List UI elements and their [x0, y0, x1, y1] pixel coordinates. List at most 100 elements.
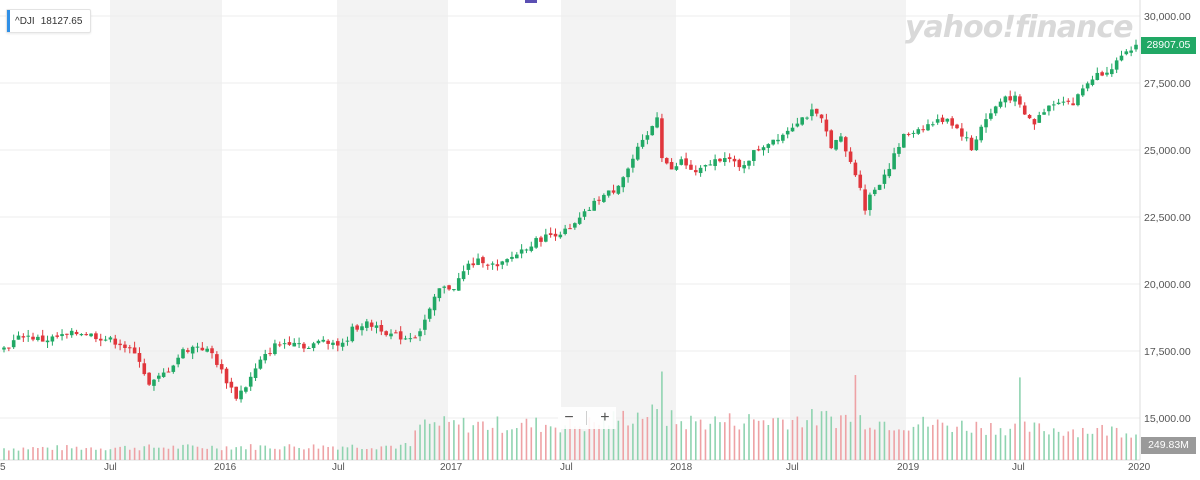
- ticker-legend[interactable]: ^DJI 18127.65: [6, 9, 92, 33]
- candle-body: [186, 350, 190, 352]
- volume-bar: [607, 425, 610, 460]
- candle-body: [1008, 96, 1013, 101]
- candle-body: [669, 162, 674, 170]
- candle-body: [413, 337, 417, 339]
- volume-bar: [269, 448, 271, 460]
- candle-body: [505, 259, 509, 263]
- candle-body: [190, 346, 195, 354]
- volume-bar: [951, 431, 953, 460]
- candle-body: [892, 153, 896, 170]
- candle-body: [127, 347, 132, 349]
- y-tick-label: 15,000.00: [1144, 413, 1191, 425]
- volume-bar: [361, 449, 363, 460]
- candle-body: [950, 118, 954, 126]
- volume-bar: [453, 420, 455, 460]
- candle-body: [597, 199, 601, 201]
- candle-body: [311, 343, 316, 349]
- volume-bar: [535, 417, 537, 460]
- volume-bar: [820, 411, 823, 460]
- volume-bar: [680, 421, 683, 460]
- candle-body: [1047, 105, 1051, 112]
- candle-body: [79, 334, 84, 336]
- candle-body: [718, 158, 722, 162]
- volume-bar: [617, 420, 620, 460]
- candle-body: [466, 263, 471, 270]
- volume-bar: [1086, 433, 1089, 460]
- volume-bar: [646, 417, 649, 460]
- candle-body: [292, 342, 297, 347]
- candle-body: [640, 139, 645, 147]
- candle-body: [708, 164, 713, 166]
- zoom-out-button[interactable]: −: [564, 409, 574, 426]
- volume-bar: [448, 421, 450, 460]
- candle-body: [398, 331, 403, 340]
- candle-body: [355, 325, 359, 330]
- candle-body: [897, 146, 901, 154]
- candle-body: [737, 159, 742, 168]
- candle-body: [785, 130, 790, 135]
- candle-body: [476, 258, 480, 265]
- volume-bar: [1033, 422, 1036, 460]
- volume-bar: [32, 447, 34, 460]
- x-tick-label: 2018: [670, 462, 693, 473]
- candle-body: [452, 289, 456, 291]
- candle-body: [74, 331, 79, 335]
- candle-body: [684, 158, 688, 166]
- volume-bar: [1067, 431, 1070, 460]
- volume-bar: [177, 448, 179, 460]
- volume-bar: [1081, 427, 1084, 460]
- volume-bar: [249, 444, 252, 460]
- candle-body: [389, 333, 393, 337]
- volume-bar: [965, 430, 968, 460]
- candle-body: [689, 164, 693, 170]
- period-band: [1019, 0, 1140, 460]
- candle-body: [635, 146, 640, 160]
- volume-bar: [51, 449, 54, 460]
- volume-bar: [491, 427, 494, 460]
- volume-bar: [912, 426, 915, 460]
- volume-bar: [603, 416, 605, 460]
- volume-bar: [1009, 428, 1012, 460]
- y-tick-label: 22,500.00: [1144, 212, 1191, 224]
- volume-bar: [404, 442, 407, 460]
- volume-bar: [414, 430, 416, 460]
- candle-body: [297, 343, 301, 345]
- volume-bar: [583, 431, 586, 460]
- volume-bar: [114, 447, 117, 460]
- volume-bar: [564, 425, 566, 460]
- volume-bar: [298, 447, 300, 460]
- volume-bar: [622, 410, 625, 460]
- x-tick-label: Jul: [332, 462, 345, 473]
- candle-body: [877, 184, 882, 190]
- period-band: [337, 0, 448, 460]
- volume-bar: [665, 425, 668, 460]
- volume-bar: [714, 416, 716, 460]
- volume-bar: [888, 430, 891, 460]
- volume-bar: [578, 426, 581, 460]
- volume-bar: [390, 445, 392, 460]
- volume-bar: [182, 444, 184, 460]
- volume-bar: [1004, 435, 1007, 460]
- candle-body: [931, 124, 935, 126]
- volume-bar: [927, 426, 929, 460]
- zoom-in-button[interactable]: +: [600, 409, 610, 426]
- zoom-divider: [586, 411, 588, 425]
- volume-bar: [859, 415, 862, 460]
- volume-bar: [245, 449, 247, 460]
- volume-bar: [443, 416, 446, 460]
- volume-bar: [399, 444, 402, 460]
- candle-body: [945, 118, 950, 122]
- volume-bar: [143, 446, 146, 460]
- candle-body: [679, 159, 684, 165]
- candle-body: [650, 126, 655, 136]
- x-tick-label: 2016: [214, 462, 237, 473]
- candle-body: [510, 256, 514, 259]
- candle-body: [98, 338, 103, 341]
- volume-bar: [641, 418, 644, 460]
- volume-bar: [46, 447, 49, 460]
- candle-body: [181, 349, 185, 359]
- volume-bar: [95, 449, 97, 460]
- volume-bar: [724, 422, 726, 460]
